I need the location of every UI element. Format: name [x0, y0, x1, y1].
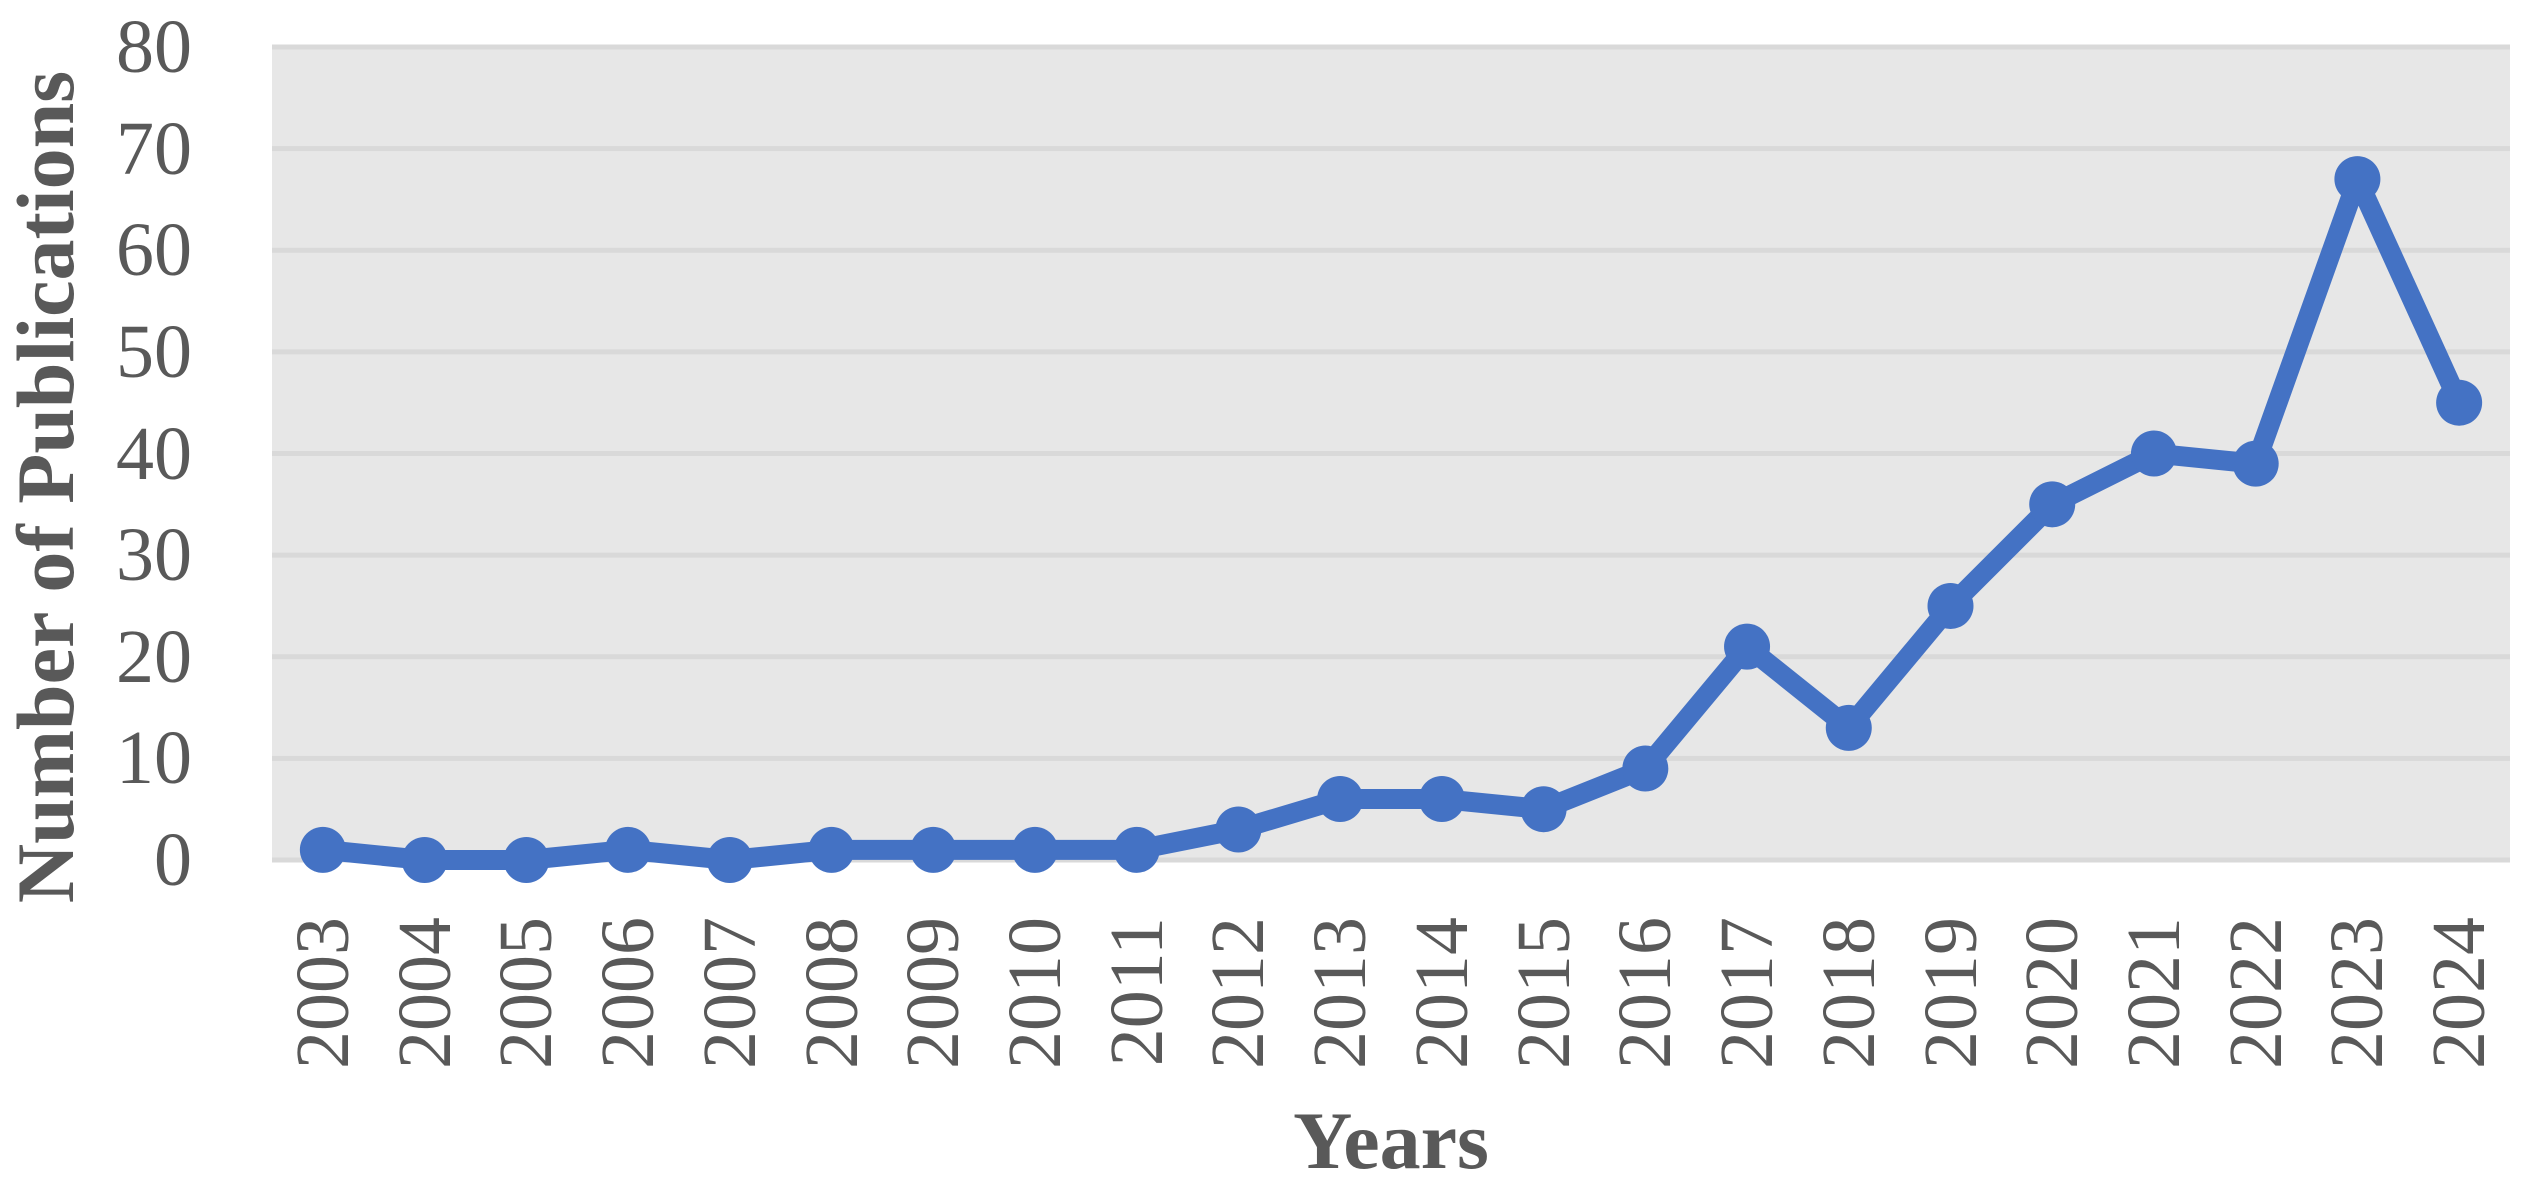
x-tick-label: 2013 — [1298, 917, 1383, 1069]
data-point-marker — [1520, 786, 1567, 833]
x-tick-label: 2019 — [1908, 917, 1993, 1069]
data-point-marker — [299, 826, 346, 873]
data-point-marker — [1418, 776, 1465, 823]
x-tick-label: 2015 — [1501, 917, 1586, 1069]
data-point-marker — [2436, 379, 2483, 426]
y-tick-label: 50 — [116, 309, 192, 394]
x-tick-label: 2007 — [687, 917, 772, 1069]
data-line-series — [312, 169, 2470, 870]
x-tick-label: 2017 — [1705, 917, 1790, 1069]
data-point-marker — [1011, 826, 1058, 873]
data-point-marker — [1825, 704, 1872, 751]
x-tick-label: 2014 — [1399, 917, 1484, 1069]
data-point-marker — [605, 826, 652, 873]
x-tick-label: 2011 — [1094, 917, 1179, 1067]
x-tick-label: 2009 — [891, 917, 976, 1069]
x-tick-label: 2024 — [2417, 917, 2502, 1069]
x-tick-label: 2005 — [484, 917, 569, 1069]
data-point-marker — [503, 837, 550, 883]
data-point-marker — [706, 837, 753, 883]
y-tick-label: 40 — [116, 411, 192, 496]
y-tick-label: 0 — [154, 818, 192, 902]
data-point-marker — [2334, 156, 2381, 203]
x-tick-label: 2012 — [1196, 917, 1281, 1069]
x-tick-label: 2006 — [586, 917, 671, 1069]
data-point-marker — [1622, 745, 1669, 792]
x-tick-label: 2022 — [2213, 917, 2298, 1069]
x-tick-label: 2021 — [2111, 917, 2196, 1069]
y-tick-label: 20 — [116, 614, 192, 699]
x-tick-label: 2016 — [1603, 917, 1688, 1069]
data-point-marker — [1724, 623, 1771, 670]
x-tick-label: 2008 — [789, 917, 874, 1069]
x-tick-label: 2020 — [2010, 917, 2095, 1069]
x-tick-label: 2004 — [382, 917, 467, 1069]
x-tick-label: 2003 — [280, 917, 365, 1069]
plot-svg — [272, 44, 2510, 883]
data-point-marker — [2029, 481, 2076, 528]
x-axis-title: Years — [1293, 1095, 1489, 1186]
y-tick-label: 70 — [116, 106, 192, 191]
data-point-marker — [1927, 582, 1974, 629]
y-tick-label: 80 — [116, 5, 192, 89]
x-tick-label: 2018 — [1806, 917, 1891, 1069]
data-point-marker — [1215, 806, 1262, 853]
data-point-marker — [910, 826, 957, 873]
x-tick-label: 2010 — [992, 917, 1077, 1069]
data-point-marker — [1317, 776, 1364, 823]
y-tick-label: 60 — [116, 208, 192, 293]
data-point-marker — [2232, 440, 2279, 487]
data-point-marker — [1113, 826, 1160, 873]
y-tick-label: 30 — [116, 513, 192, 598]
plot-area — [272, 44, 2510, 883]
x-tick-label: 2023 — [2315, 917, 2400, 1069]
data-point-marker — [401, 837, 448, 883]
data-point-marker — [808, 826, 855, 873]
data-point-marker — [2130, 430, 2177, 477]
y-tick-label: 10 — [116, 716, 192, 801]
